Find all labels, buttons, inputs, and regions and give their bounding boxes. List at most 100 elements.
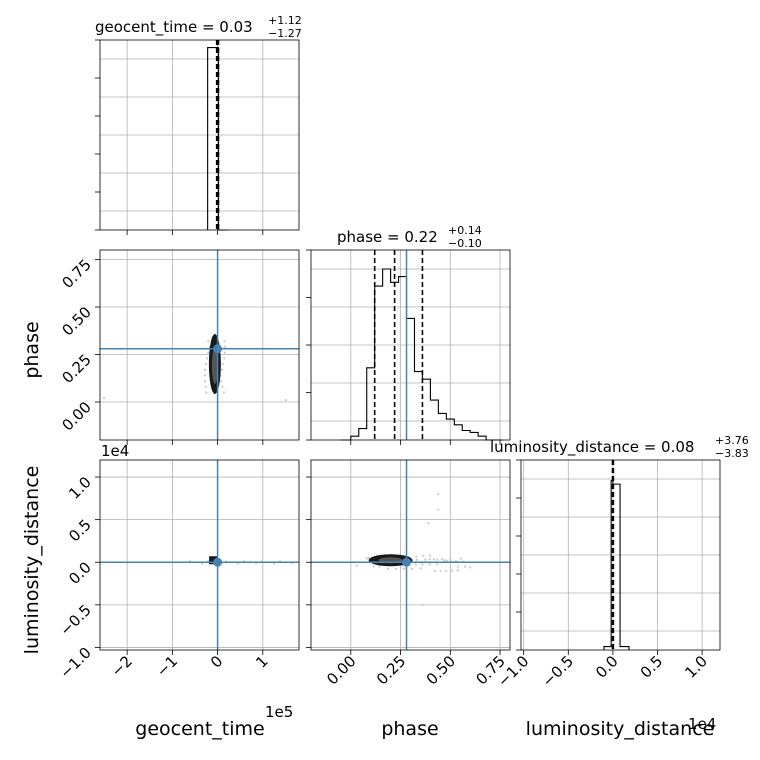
scatter-point xyxy=(205,357,209,360)
scatter-point xyxy=(386,567,389,570)
scatter-point xyxy=(411,567,414,570)
y-tick-label: 0.50 xyxy=(58,303,94,339)
scatter-point xyxy=(220,380,223,383)
x-tick-label: 0.25 xyxy=(373,652,409,688)
title-geocent-time-main: geocent_time = 0.03 xyxy=(95,18,253,37)
scatter-point xyxy=(433,569,437,573)
scatter-point xyxy=(355,564,358,567)
y-tick-label: −0.5 xyxy=(56,601,94,639)
scatter-point xyxy=(440,557,444,561)
scatter-point xyxy=(443,559,446,562)
scatter-point xyxy=(463,565,467,568)
y-tick-label: −1.0 xyxy=(56,644,94,682)
title-luminosity-distance-main: luminosity_distance = 0.08 xyxy=(490,438,694,457)
scatter-point xyxy=(372,565,375,568)
scatter-point xyxy=(284,399,288,402)
scatter-point xyxy=(457,565,460,568)
scatter-point xyxy=(205,362,208,366)
y-offset-luminosity-distance: 1e4 xyxy=(101,442,129,460)
scatter-point xyxy=(220,368,224,371)
x-tick-label: 0 xyxy=(207,652,226,671)
scatter-point xyxy=(459,557,462,560)
y-tick-label: 0.0 xyxy=(65,558,95,588)
panel-distance-vs-phase: 0.00 0.25 0.50 0.75 xyxy=(306,459,511,688)
scatter-point xyxy=(439,569,442,573)
y-tick-label: 0.25 xyxy=(58,351,94,387)
title-luminosity-distance-minus: −3.83 xyxy=(715,447,749,460)
scatter-point xyxy=(415,558,419,561)
density-core xyxy=(211,347,218,384)
histogram-step xyxy=(340,268,503,441)
y-tick-label: 1.0 xyxy=(65,473,95,503)
x-tick-label: −0.5 xyxy=(539,652,577,690)
y-tick-label: 0.5 xyxy=(65,516,95,546)
title-luminosity-distance: luminosity_distance = 0.08 +3.76 −3.83 xyxy=(490,434,749,460)
panel-frame xyxy=(99,459,300,651)
scatter-point xyxy=(402,567,405,570)
scatter-point xyxy=(415,555,418,558)
scatter-point xyxy=(205,391,208,394)
truth-marker xyxy=(213,344,223,354)
x-offset-geocent-time: 1e5 xyxy=(265,703,293,721)
panel-frame xyxy=(99,249,300,441)
scatter-point xyxy=(394,567,397,570)
x-offset-luminosity-distance: 1e4 xyxy=(688,715,716,733)
x-label-geocent-time: geocent_time xyxy=(135,718,264,740)
panel-frame xyxy=(520,459,721,651)
truth-marker xyxy=(213,557,223,567)
scatter-point xyxy=(432,558,435,561)
title-geocent-time-plus: +1.12 xyxy=(268,14,302,27)
panel-phase-vs-geocent-time: 0.00 0.25 0.50 0.75 xyxy=(58,249,300,445)
panel-distance-hist: −1.0 −0.5 0.0 0.5 1.0 xyxy=(494,459,721,691)
title-phase-main: phase = 0.22 xyxy=(337,228,438,246)
scatter-point xyxy=(444,569,448,572)
panel-frame xyxy=(310,459,511,651)
scatter-point xyxy=(365,557,368,560)
scatter-point xyxy=(204,385,207,388)
scatter-point xyxy=(222,391,225,394)
y-tick-label: 0.75 xyxy=(58,256,94,292)
title-phase-minus: −0.10 xyxy=(448,237,482,250)
scatter-point xyxy=(450,569,453,572)
scatter-point xyxy=(428,554,432,557)
scatter-point xyxy=(223,340,226,343)
scatter-point xyxy=(436,558,439,561)
y-tick-label: 0.00 xyxy=(58,398,94,434)
scatter-point xyxy=(424,558,427,561)
scatter-point xyxy=(204,368,207,371)
scatter-point xyxy=(223,351,226,354)
scatter-point xyxy=(378,565,381,568)
scatter-point xyxy=(428,563,431,566)
y-label-phase: phase xyxy=(21,321,43,378)
panel-geocent-time-hist xyxy=(95,39,300,235)
scatter-point xyxy=(207,351,210,354)
scatter-point xyxy=(221,362,225,366)
scatter-point xyxy=(221,385,224,388)
title-luminosity-distance-plus: +3.76 xyxy=(715,434,749,447)
scatter-point xyxy=(449,557,452,560)
x-label-phase: phase xyxy=(381,718,438,740)
scatter-point xyxy=(203,374,206,377)
histogram-step xyxy=(603,480,630,650)
scatter-point xyxy=(421,563,424,566)
x-label-luminosity-distance: luminosity_distance xyxy=(526,718,715,740)
scatter-point xyxy=(428,558,431,561)
x-tick-label: −1 xyxy=(153,652,181,680)
title-geocent-time-minus: −1.27 xyxy=(268,27,302,40)
scatter-point xyxy=(449,559,452,562)
scatter-point xyxy=(422,554,425,558)
panel-phase-hist xyxy=(306,249,511,445)
density-contour xyxy=(209,556,218,565)
panel-frame xyxy=(99,39,300,231)
scatter-point xyxy=(469,566,472,569)
title-geocent-time: geocent_time = 0.03 +1.12 −1.27 xyxy=(95,14,302,40)
scatter-point xyxy=(456,569,459,572)
scatter-point xyxy=(421,603,424,606)
x-tick-label: 0.5 xyxy=(637,652,667,682)
scatter-point xyxy=(207,340,210,343)
title-phase: phase = 0.22 +0.14 −0.10 xyxy=(337,224,482,250)
x-tick-label: 0.00 xyxy=(323,652,359,688)
scatter-point xyxy=(102,397,106,400)
x-tick-label: 1.0 xyxy=(681,652,711,682)
